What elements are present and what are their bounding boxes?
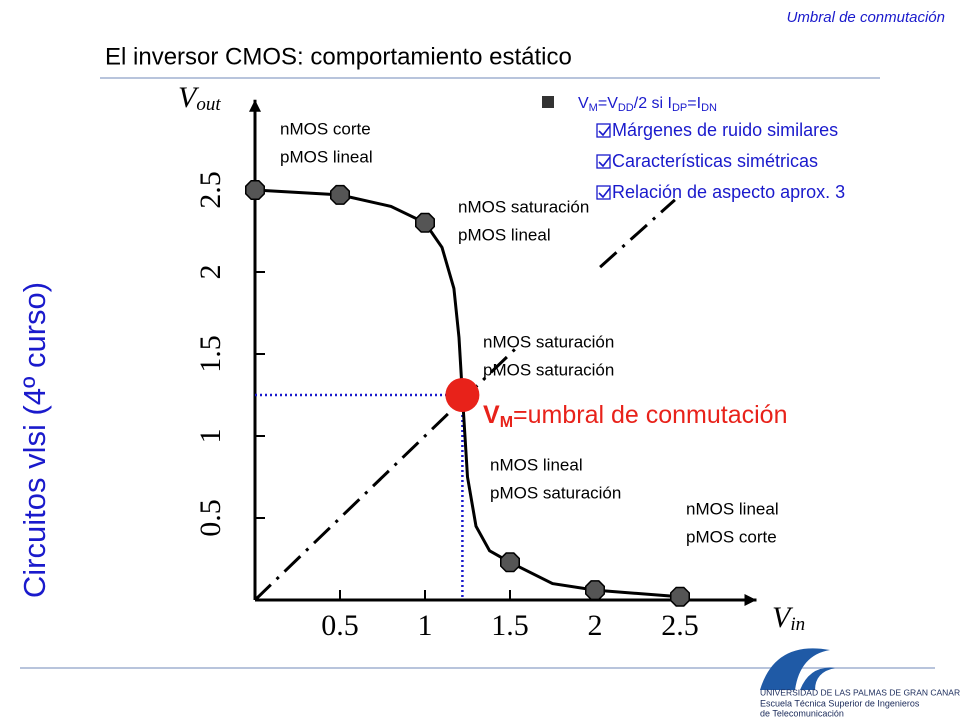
condition-part: /2 si I bbox=[634, 95, 672, 112]
region-annotation: nMOS saturación bbox=[483, 332, 614, 351]
curve-marker bbox=[330, 184, 350, 205]
curve-marker bbox=[585, 580, 605, 601]
checkbox bbox=[596, 154, 611, 169]
condition-part: M bbox=[589, 102, 598, 114]
header: Umbral de conmutación bbox=[787, 9, 945, 26]
checkmark bbox=[598, 187, 611, 199]
slide-title: El inversor CMOS: comportamiento estátic… bbox=[105, 43, 572, 70]
checkmark bbox=[598, 125, 611, 137]
condition-part: DD bbox=[618, 102, 634, 114]
vm-label-main: V bbox=[483, 401, 500, 429]
checkmark bbox=[598, 156, 611, 168]
x-tick-label: 2.5 bbox=[661, 609, 699, 642]
bullet-icon bbox=[542, 96, 554, 108]
vm-label-sub: M bbox=[500, 414, 513, 431]
region-annotation: nMOS saturación bbox=[458, 197, 589, 216]
condition-part: DP bbox=[672, 102, 687, 114]
curve-marker bbox=[500, 552, 520, 573]
curve-marker bbox=[245, 180, 265, 200]
vm-label-rest: =umbral de conmutación bbox=[513, 401, 787, 429]
region-annotation: pMOS saturación bbox=[483, 360, 614, 379]
checkbox bbox=[596, 185, 611, 200]
region-annotation: pMOS corte bbox=[686, 527, 777, 546]
x-axis-arrow bbox=[744, 594, 757, 606]
y-tick-label: 0.5 bbox=[194, 499, 227, 537]
vm-label: VM=umbral de conmutación bbox=[483, 401, 787, 432]
region-annotation: pMOS lineal bbox=[458, 225, 551, 244]
x-tick-label: 1.5 bbox=[491, 609, 529, 642]
logo-text: de Telecomunicación bbox=[760, 708, 844, 718]
condition-part: V bbox=[578, 95, 589, 112]
curve-marker bbox=[415, 212, 435, 233]
region-annotation: pMOS lineal bbox=[280, 147, 373, 166]
side-title: Circuitos vlsi (4º curso) bbox=[17, 282, 52, 598]
checkbox bbox=[596, 123, 611, 138]
vm-point bbox=[445, 378, 480, 412]
axis-label-main: V bbox=[772, 601, 794, 634]
logo-arc bbox=[760, 648, 830, 690]
region-annotation: nMOS lineal bbox=[490, 455, 583, 474]
y-axis-arrow bbox=[249, 99, 261, 112]
logo bbox=[760, 648, 835, 690]
y-tick-label: 1 bbox=[194, 429, 227, 444]
axis-label: Vin bbox=[772, 601, 805, 635]
condition-part: =I bbox=[687, 95, 701, 112]
axis-label-sub: in bbox=[790, 614, 805, 635]
condition: VM=VDD/2 si IDP=IDN bbox=[578, 95, 717, 114]
axis-label: Vout bbox=[178, 81, 221, 115]
x-tick-label: 1 bbox=[418, 609, 433, 642]
x-tick-label: 0.5 bbox=[321, 609, 359, 642]
logo-text: Escuela Técnica Superior de Ingenieros bbox=[760, 698, 920, 708]
region-annotation: nMOS lineal bbox=[686, 499, 779, 518]
condition-part: DN bbox=[701, 102, 717, 114]
bullet-text: Márgenes de ruido similares bbox=[612, 120, 838, 140]
logo-text: UNIVERSIDAD DE LAS PALMAS DE GRAN CANARI… bbox=[760, 687, 960, 697]
y-tick-label: 2 bbox=[194, 265, 227, 280]
axis-label-sub: out bbox=[196, 94, 221, 115]
y-tick-label: 1.5 bbox=[194, 335, 227, 373]
x-tick-label: 2 bbox=[588, 609, 603, 642]
curve-marker bbox=[670, 586, 690, 607]
logo-arc bbox=[800, 667, 835, 690]
axis-label-main: V bbox=[178, 81, 200, 114]
y-tick-label: 2.5 bbox=[194, 171, 227, 209]
bullet-text: Relación de aspecto aprox. 3 bbox=[612, 182, 845, 202]
region-annotation: pMOS saturación bbox=[490, 483, 621, 502]
bullet-text: Características simétricas bbox=[612, 151, 818, 171]
condition-part: =V bbox=[598, 95, 618, 112]
region-annotation: nMOS corte bbox=[280, 119, 371, 138]
